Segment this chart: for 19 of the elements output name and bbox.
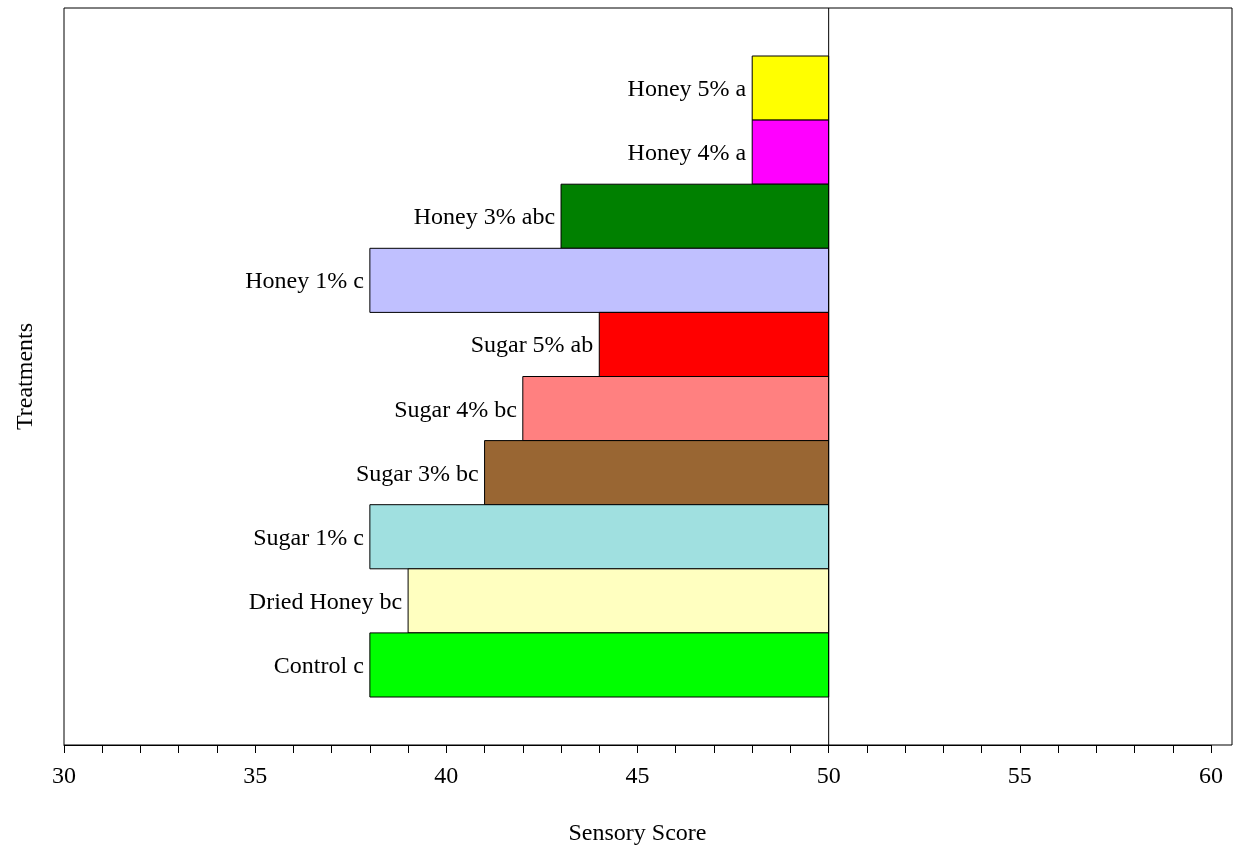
y-tick-label: Dried Honey bc [248,587,403,614]
y-tick-label: Honey 1% c [245,267,364,294]
y-tick-label: Control c [273,651,364,678]
x-tick-label: 45 [625,762,650,788]
x-tick-label: 40 [434,762,459,788]
x-tick-label: 30 [52,762,76,788]
y-tick-label: Honey 3% abc [413,203,556,230]
y-tick-label: Sugar 5% ab [470,331,594,358]
y-axis-title: Treatments [11,322,37,431]
x-tick-label: 35 [243,762,268,788]
x-tick-label: 50 [816,762,841,788]
y-tick-label: Sugar 3% bc [355,459,479,486]
x-tick-label: 60 [1199,762,1223,788]
x-axis-title: Sensory Score [568,819,707,845]
y-tick-label: Sugar 4% bc [394,395,517,422]
y-tick-label: Honey 5% a [627,75,747,102]
y-tick-label: Sugar 1% c [253,523,364,550]
y-tick-label: Honey 4% a [627,139,747,166]
x-tick-label: 55 [1007,762,1032,788]
